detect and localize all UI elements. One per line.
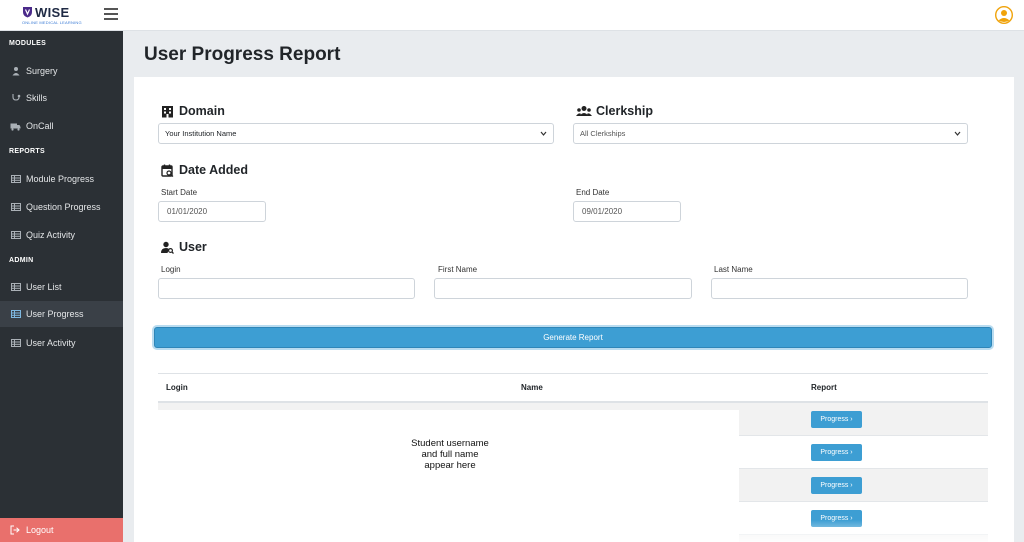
placeholder-note-line: Student username: [411, 438, 489, 449]
sidebar-item-quiz-activity[interactable]: Quiz Activity: [0, 223, 123, 247]
chevron-down-icon: [540, 131, 547, 136]
logout-label: Logout: [26, 525, 54, 535]
last-name-input[interactable]: [711, 278, 968, 299]
end-date-input[interactable]: 09/01/2020: [573, 201, 681, 222]
date-added-heading-label: Date Added: [179, 163, 248, 177]
progress-button[interactable]: Progress ›: [811, 444, 862, 461]
bottom-fade: [158, 520, 988, 542]
login-input[interactable]: [158, 278, 415, 299]
user-heading-label: User: [179, 240, 207, 254]
sidebar-section-admin: ADMIN: [9, 257, 34, 264]
column-header-name[interactable]: Name: [521, 383, 543, 392]
column-header-login[interactable]: Login: [166, 383, 188, 392]
sidebar-item-label: User Progress: [26, 309, 84, 319]
sidebar-item-label: Question Progress: [26, 202, 101, 212]
placeholder-note-line: and full name: [421, 449, 479, 460]
logout-button[interactable]: Logout: [0, 518, 123, 542]
sidebar-item-label: Skills: [26, 93, 48, 103]
table-icon: [10, 339, 21, 348]
sidebar-item-surgery[interactable]: Surgery: [0, 59, 123, 83]
shield-logo-icon: [23, 7, 32, 18]
sidebar-item-user-list[interactable]: User List: [0, 275, 123, 299]
sidebar-item-skills[interactable]: Skills: [0, 86, 123, 110]
clerkship-heading-label: Clerkship: [596, 104, 653, 118]
start-date-input[interactable]: 01/01/2020: [158, 201, 266, 222]
brand-name: WISE: [35, 5, 70, 20]
logout-icon: [10, 525, 20, 535]
users-icon: [576, 105, 592, 118]
table-top-border: [158, 373, 988, 374]
page-header: User Progress Report: [134, 35, 1014, 77]
top-bar: WISE ONLINE MEDICAL LEARNING: [0, 0, 1024, 31]
login-label: Login: [161, 265, 181, 274]
sidebar-item-label: Module Progress: [26, 174, 95, 184]
sidebar-item-user-activity[interactable]: User Activity: [0, 331, 123, 355]
generate-report-button[interactable]: Generate Report: [154, 327, 992, 348]
page-title: User Progress Report: [144, 44, 341, 65]
sidebar: MODULES Surgery Skills OnCall REPORTS Mo…: [0, 31, 123, 542]
clerkship-select-value: All Clerkships: [580, 129, 626, 138]
sidebar-item-oncall[interactable]: OnCall: [0, 114, 123, 138]
sidebar-item-label: User Activity: [26, 338, 76, 348]
table-icon: [10, 175, 21, 184]
sidebar-item-user-progress[interactable]: User Progress: [0, 301, 123, 327]
first-name-label: First Name: [438, 265, 478, 274]
sidebar-item-question-progress[interactable]: Question Progress: [0, 195, 123, 219]
user-search-icon: [161, 241, 175, 254]
sidebar-item-label: OnCall: [26, 121, 54, 131]
last-name-label: Last Name: [714, 265, 753, 274]
sidebar-item-label: User List: [26, 282, 62, 292]
column-header-report[interactable]: Report: [811, 383, 837, 392]
domain-heading: Domain: [161, 104, 225, 118]
domain-select[interactable]: Your Institution Name: [158, 123, 554, 144]
progress-button[interactable]: Progress ›: [811, 477, 862, 494]
clerkship-heading: Clerkship: [576, 104, 653, 118]
wise-logo[interactable]: WISE ONLINE MEDICAL LEARNING: [22, 5, 82, 27]
sidebar-item-label: Surgery: [26, 66, 58, 76]
hamburger-icon[interactable]: [104, 8, 118, 20]
sidebar-item-label: Quiz Activity: [26, 230, 76, 240]
table-icon: [10, 310, 21, 319]
table-icon: [10, 283, 21, 292]
table-icon: [10, 231, 21, 240]
placeholder-note-line: appear here: [424, 460, 476, 471]
end-date-label: End Date: [576, 188, 610, 197]
surgeon-icon: [10, 67, 21, 76]
placeholder-note: Student username and full name appear he…: [380, 438, 520, 471]
user-avatar-icon[interactable]: [995, 6, 1013, 24]
clerkship-select[interactable]: All Clerkships: [573, 123, 968, 144]
table-header-border: [158, 401, 988, 403]
stethoscope-icon: [10, 94, 21, 103]
table-icon: [10, 203, 21, 212]
date-added-heading: Date Added: [161, 163, 248, 177]
first-name-input[interactable]: [434, 278, 692, 299]
progress-button[interactable]: Progress ›: [811, 411, 862, 428]
brand-tagline: ONLINE MEDICAL LEARNING: [22, 20, 82, 25]
domain-select-value: Your Institution Name: [165, 129, 237, 138]
calendar-search-icon: [161, 164, 175, 177]
ambulance-icon: [10, 122, 21, 131]
sidebar-section-reports: REPORTS: [9, 148, 45, 155]
chevron-down-icon: [954, 131, 961, 136]
domain-heading-label: Domain: [179, 104, 225, 118]
start-date-label: Start Date: [161, 188, 198, 197]
sidebar-item-module-progress[interactable]: Module Progress: [0, 167, 123, 191]
sidebar-section-modules: MODULES: [9, 40, 47, 47]
hospital-icon: [161, 105, 175, 118]
user-heading: User: [161, 240, 207, 254]
